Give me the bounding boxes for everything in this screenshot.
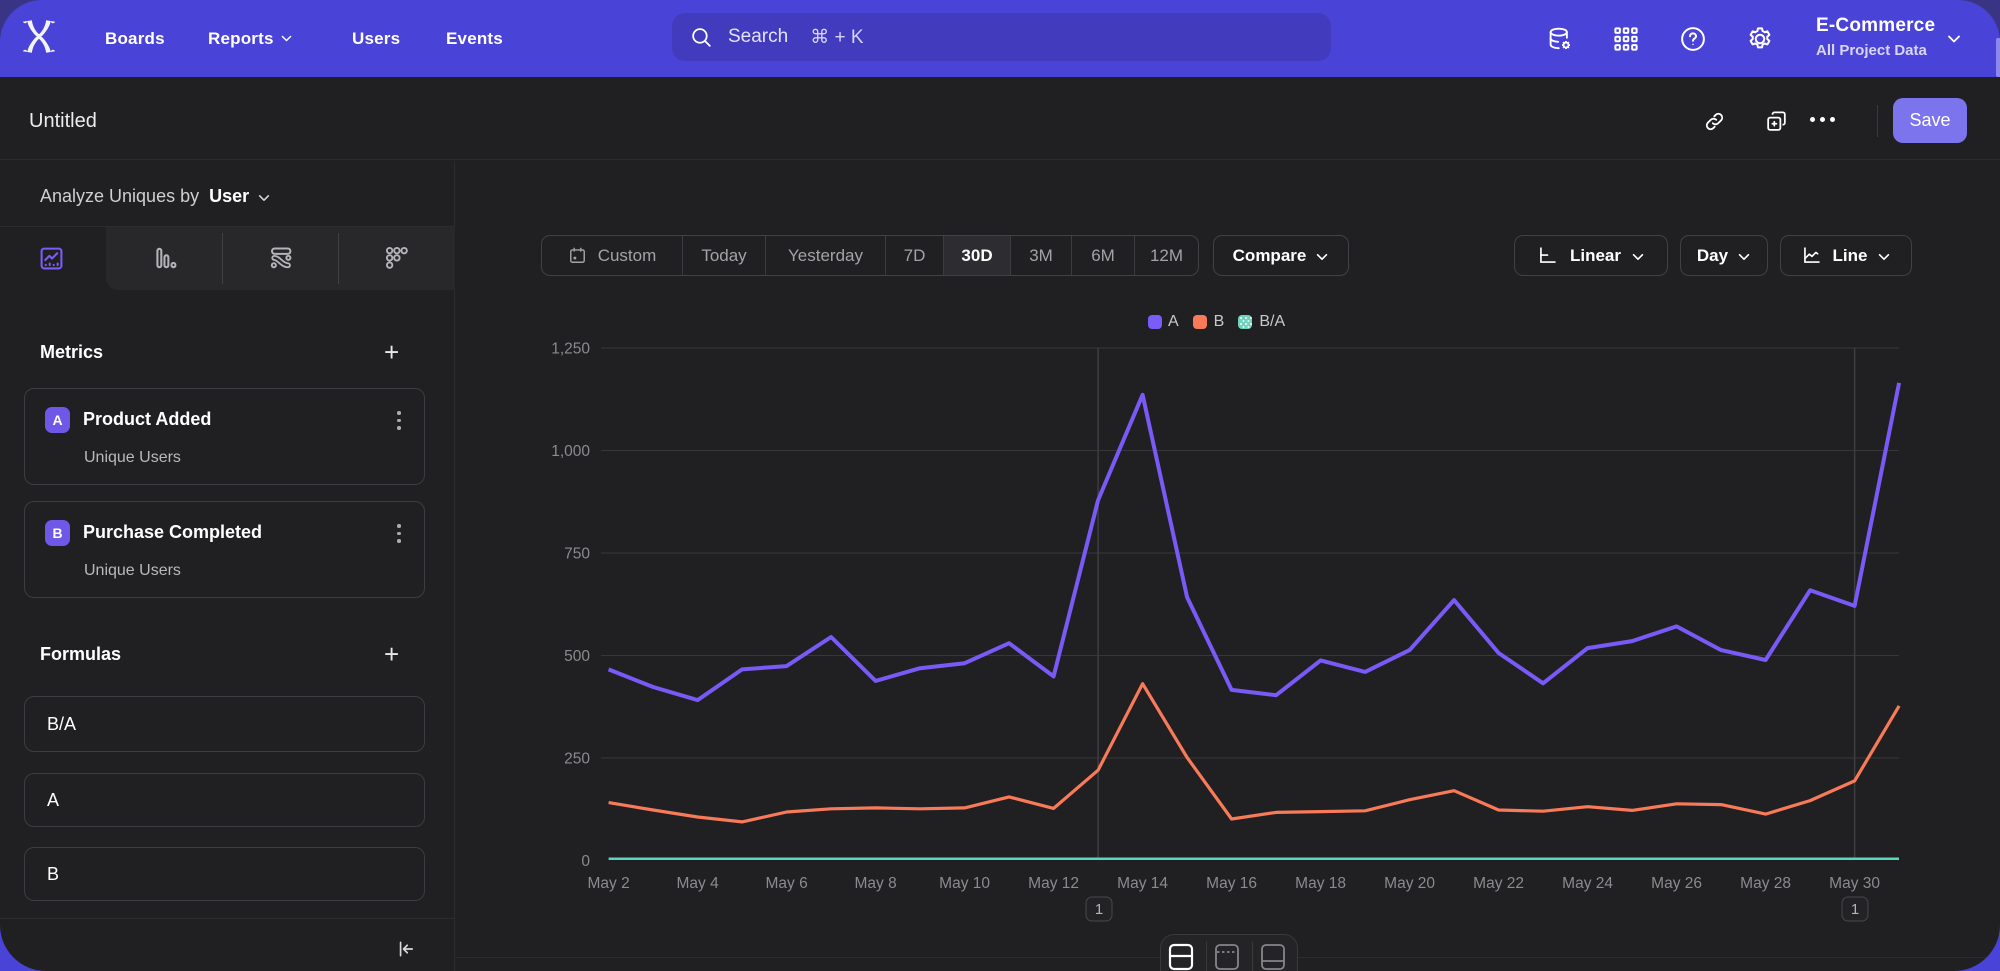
svg-text:May 6: May 6 — [765, 875, 807, 892]
svg-text:0: 0 — [581, 853, 590, 870]
svg-text:May 24: May 24 — [1562, 875, 1613, 892]
svg-text:May 10: May 10 — [939, 875, 990, 892]
svg-text:500: 500 — [564, 648, 590, 665]
svg-text:May 14: May 14 — [1117, 875, 1168, 892]
svg-text:May 16: May 16 — [1206, 875, 1257, 892]
svg-text:May 22: May 22 — [1473, 875, 1524, 892]
svg-text:May 30: May 30 — [1829, 875, 1880, 892]
svg-text:May 8: May 8 — [854, 875, 896, 892]
svg-text:May 18: May 18 — [1295, 875, 1346, 892]
svg-text:May 28: May 28 — [1740, 875, 1791, 892]
svg-text:1,000: 1,000 — [551, 443, 590, 460]
svg-text:1,250: 1,250 — [551, 341, 590, 358]
svg-text:750: 750 — [564, 546, 590, 563]
svg-text:May 20: May 20 — [1384, 875, 1435, 892]
svg-text:May 26: May 26 — [1651, 875, 1702, 892]
svg-text:May 2: May 2 — [587, 875, 629, 892]
svg-text:May 12: May 12 — [1028, 875, 1079, 892]
svg-text:1: 1 — [1851, 901, 1859, 918]
svg-text:May 4: May 4 — [676, 875, 719, 892]
svg-text:250: 250 — [564, 751, 590, 768]
svg-text:1: 1 — [1095, 901, 1103, 918]
